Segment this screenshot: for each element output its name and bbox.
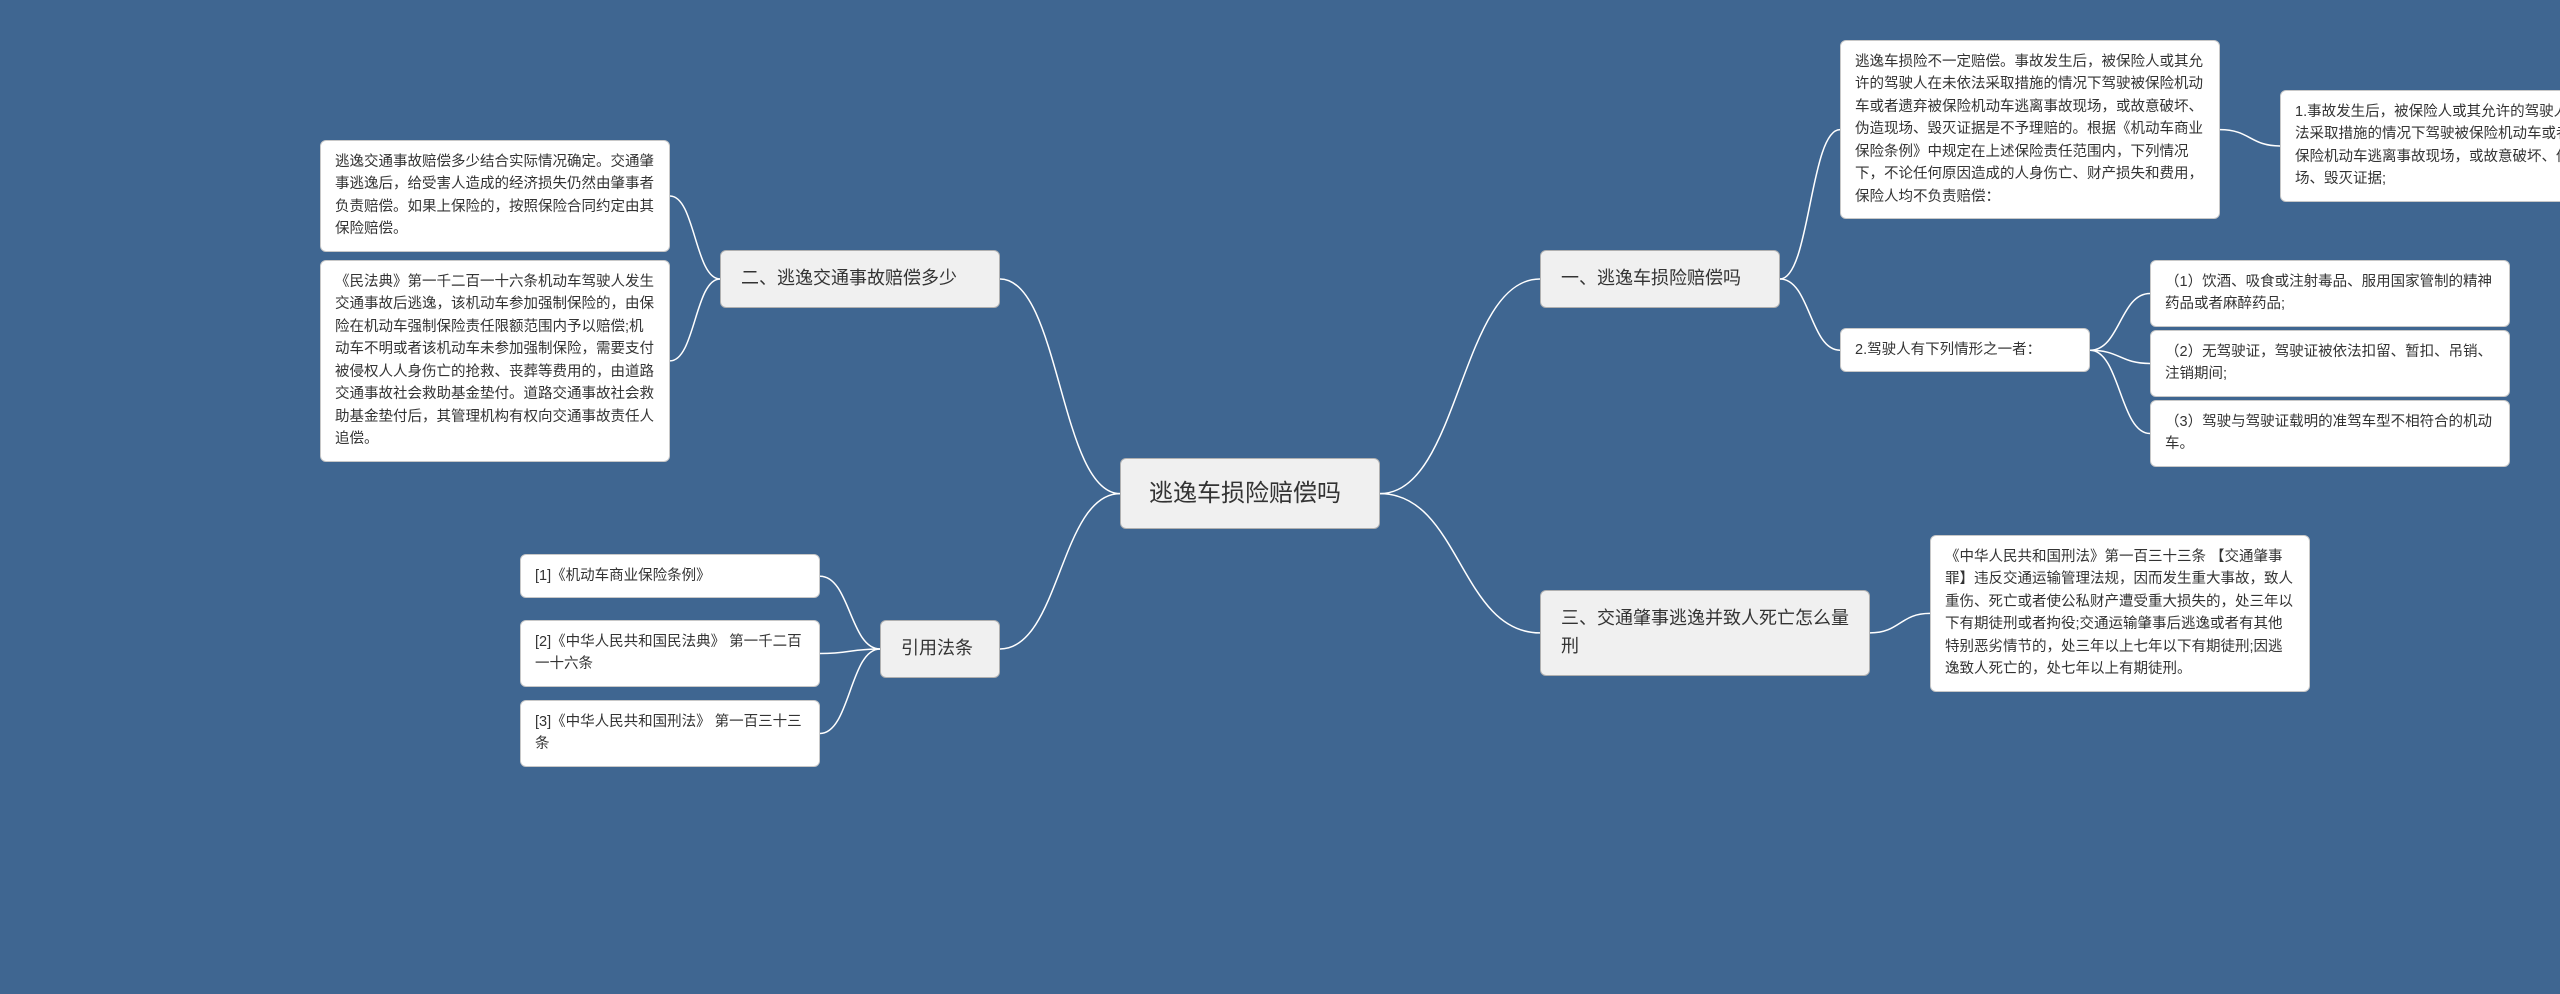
mindmap-node-text: 二、逃逸交通事故赔偿多少 (741, 268, 957, 288)
mindmap-node-text: [2]《中华人民共和国民法典》 第一千二百一十六条 (535, 634, 802, 672)
mindmap-node-text: [1]《机动车商业保险条例》 (535, 568, 711, 584)
mindmap-node-text: 一、逃逸车损险赔偿吗 (1561, 268, 1741, 288)
edge-b1_l1-b1_l1_l1 (2220, 130, 2280, 146)
mindmap-node-b1_l1_l1[interactable]: 1.事故发生后，被保险人或其允许的驾驶人在未依法采取措施的情况下驾驶被保险机动车… (2280, 90, 2560, 202)
edge-b2-b2_l1 (670, 196, 720, 279)
mindmap-node-text: 《民法典》第一千二百一十六条机动车驾驶人发生交通事故后逃逸，该机动车参加强制保险… (335, 274, 654, 447)
mindmap-node-b1_l1[interactable]: 逃逸车损险不一定赔偿。事故发生后，被保险人或其允许的驾驶人在未依法采取措施的情况… (1840, 40, 2220, 219)
mindmap-node-b2[interactable]: 二、逃逸交通事故赔偿多少 (720, 250, 1000, 308)
mindmap-node-b3_l1[interactable]: 《中华人民共和国刑法》第一百三十三条 【交通肇事罪】违反交通运输管理法规，因而发… (1930, 535, 2310, 692)
mindmap-node-b1_l2_l1[interactable]: （1）饮酒、吸食或注射毒品、服用国家管制的精神药品或者麻醉药品; (2150, 260, 2510, 327)
mindmap-node-text: 逃逸车损险不一定赔偿。事故发生后，被保险人或其允许的驾驶人在未依法采取措施的情况… (1855, 54, 2203, 205)
mindmap-node-text: [3]《中华人民共和国刑法》 第一百三十三条 (535, 714, 802, 752)
mindmap-node-b1_l2_l3[interactable]: （3）驾驶与驾驶证载明的准驾车型不相符合的机动车。 (2150, 400, 2510, 467)
mindmap-node-b4_l3[interactable]: [3]《中华人民共和国刑法》 第一百三十三条 (520, 700, 820, 767)
edge-b1_l2-b1_l2_l3 (2090, 350, 2150, 433)
mindmap-node-b4[interactable]: 引用法条 (880, 620, 1000, 678)
edge-b4-b4_l3 (820, 649, 880, 734)
mindmap-node-root[interactable]: 逃逸车损险赔偿吗 (1120, 458, 1380, 529)
mindmap-node-b4_l1[interactable]: [1]《机动车商业保险条例》 (520, 554, 820, 598)
edge-b1_l2-b1_l2_l1 (2090, 293, 2150, 350)
mindmap-node-b4_l2[interactable]: [2]《中华人民共和国民法典》 第一千二百一十六条 (520, 620, 820, 687)
edge-b1-b1_l1 (1780, 130, 1840, 279)
mindmap-node-text: 逃逸车损险赔偿吗 (1149, 480, 1341, 507)
mindmap-node-b2_l1[interactable]: 逃逸交通事故赔偿多少结合实际情况确定。交通肇事逃逸后，给受害人造成的经济损失仍然… (320, 140, 670, 252)
mindmap-node-b3[interactable]: 三、交通肇事逃逸并致人死亡怎么量刑 (1540, 590, 1870, 676)
mindmap-node-text: 引用法条 (901, 638, 973, 658)
mindmap-node-text: （2）无驾驶证，驾驶证被依法扣留、暂扣、吊销、注销期间; (2165, 344, 2492, 382)
edge-b3-b3_l1 (1870, 613, 1930, 632)
edge-b4-b4_l1 (820, 576, 880, 649)
mindmap-node-text: （3）驾驶与驾驶证载明的准驾车型不相符合的机动车。 (2165, 414, 2492, 452)
edge-root-b1 (1380, 279, 1540, 494)
edge-b1_l2-b1_l2_l2 (2090, 350, 2150, 363)
edge-b4-b4_l2 (820, 649, 880, 654)
edge-b1-b1_l2 (1780, 279, 1840, 350)
edge-b2-b2_l2 (670, 279, 720, 361)
mindmap-node-text: 逃逸交通事故赔偿多少结合实际情况确定。交通肇事逃逸后，给受害人造成的经济损失仍然… (335, 154, 654, 237)
mindmap-node-b1_l2[interactable]: 2.驾驶人有下列情形之一者： (1840, 328, 2090, 372)
mindmap-node-text: 2.驾驶人有下列情形之一者： (1855, 342, 2041, 358)
mindmap-node-text: 《中华人民共和国刑法》第一百三十三条 【交通肇事罪】违反交通运输管理法规，因而发… (1945, 549, 2293, 677)
mindmap-node-b2_l2[interactable]: 《民法典》第一千二百一十六条机动车驾驶人发生交通事故后逃逸，该机动车参加强制保险… (320, 260, 670, 462)
mindmap-node-b1_l2_l2[interactable]: （2）无驾驶证，驾驶证被依法扣留、暂扣、吊销、注销期间; (2150, 330, 2510, 397)
mindmap-node-text: 三、交通肇事逃逸并致人死亡怎么量刑 (1561, 608, 1849, 656)
mindmap-node-b1[interactable]: 一、逃逸车损险赔偿吗 (1540, 250, 1780, 308)
edge-root-b4 (1000, 494, 1120, 649)
mindmap-node-text: （1）饮酒、吸食或注射毒品、服用国家管制的精神药品或者麻醉药品; (2165, 274, 2492, 312)
edge-root-b3 (1380, 494, 1540, 633)
edge-root-b2 (1000, 279, 1120, 494)
mindmap-node-text: 1.事故发生后，被保险人或其允许的驾驶人在未依法采取措施的情况下驾驶被保险机动车… (2295, 104, 2560, 187)
